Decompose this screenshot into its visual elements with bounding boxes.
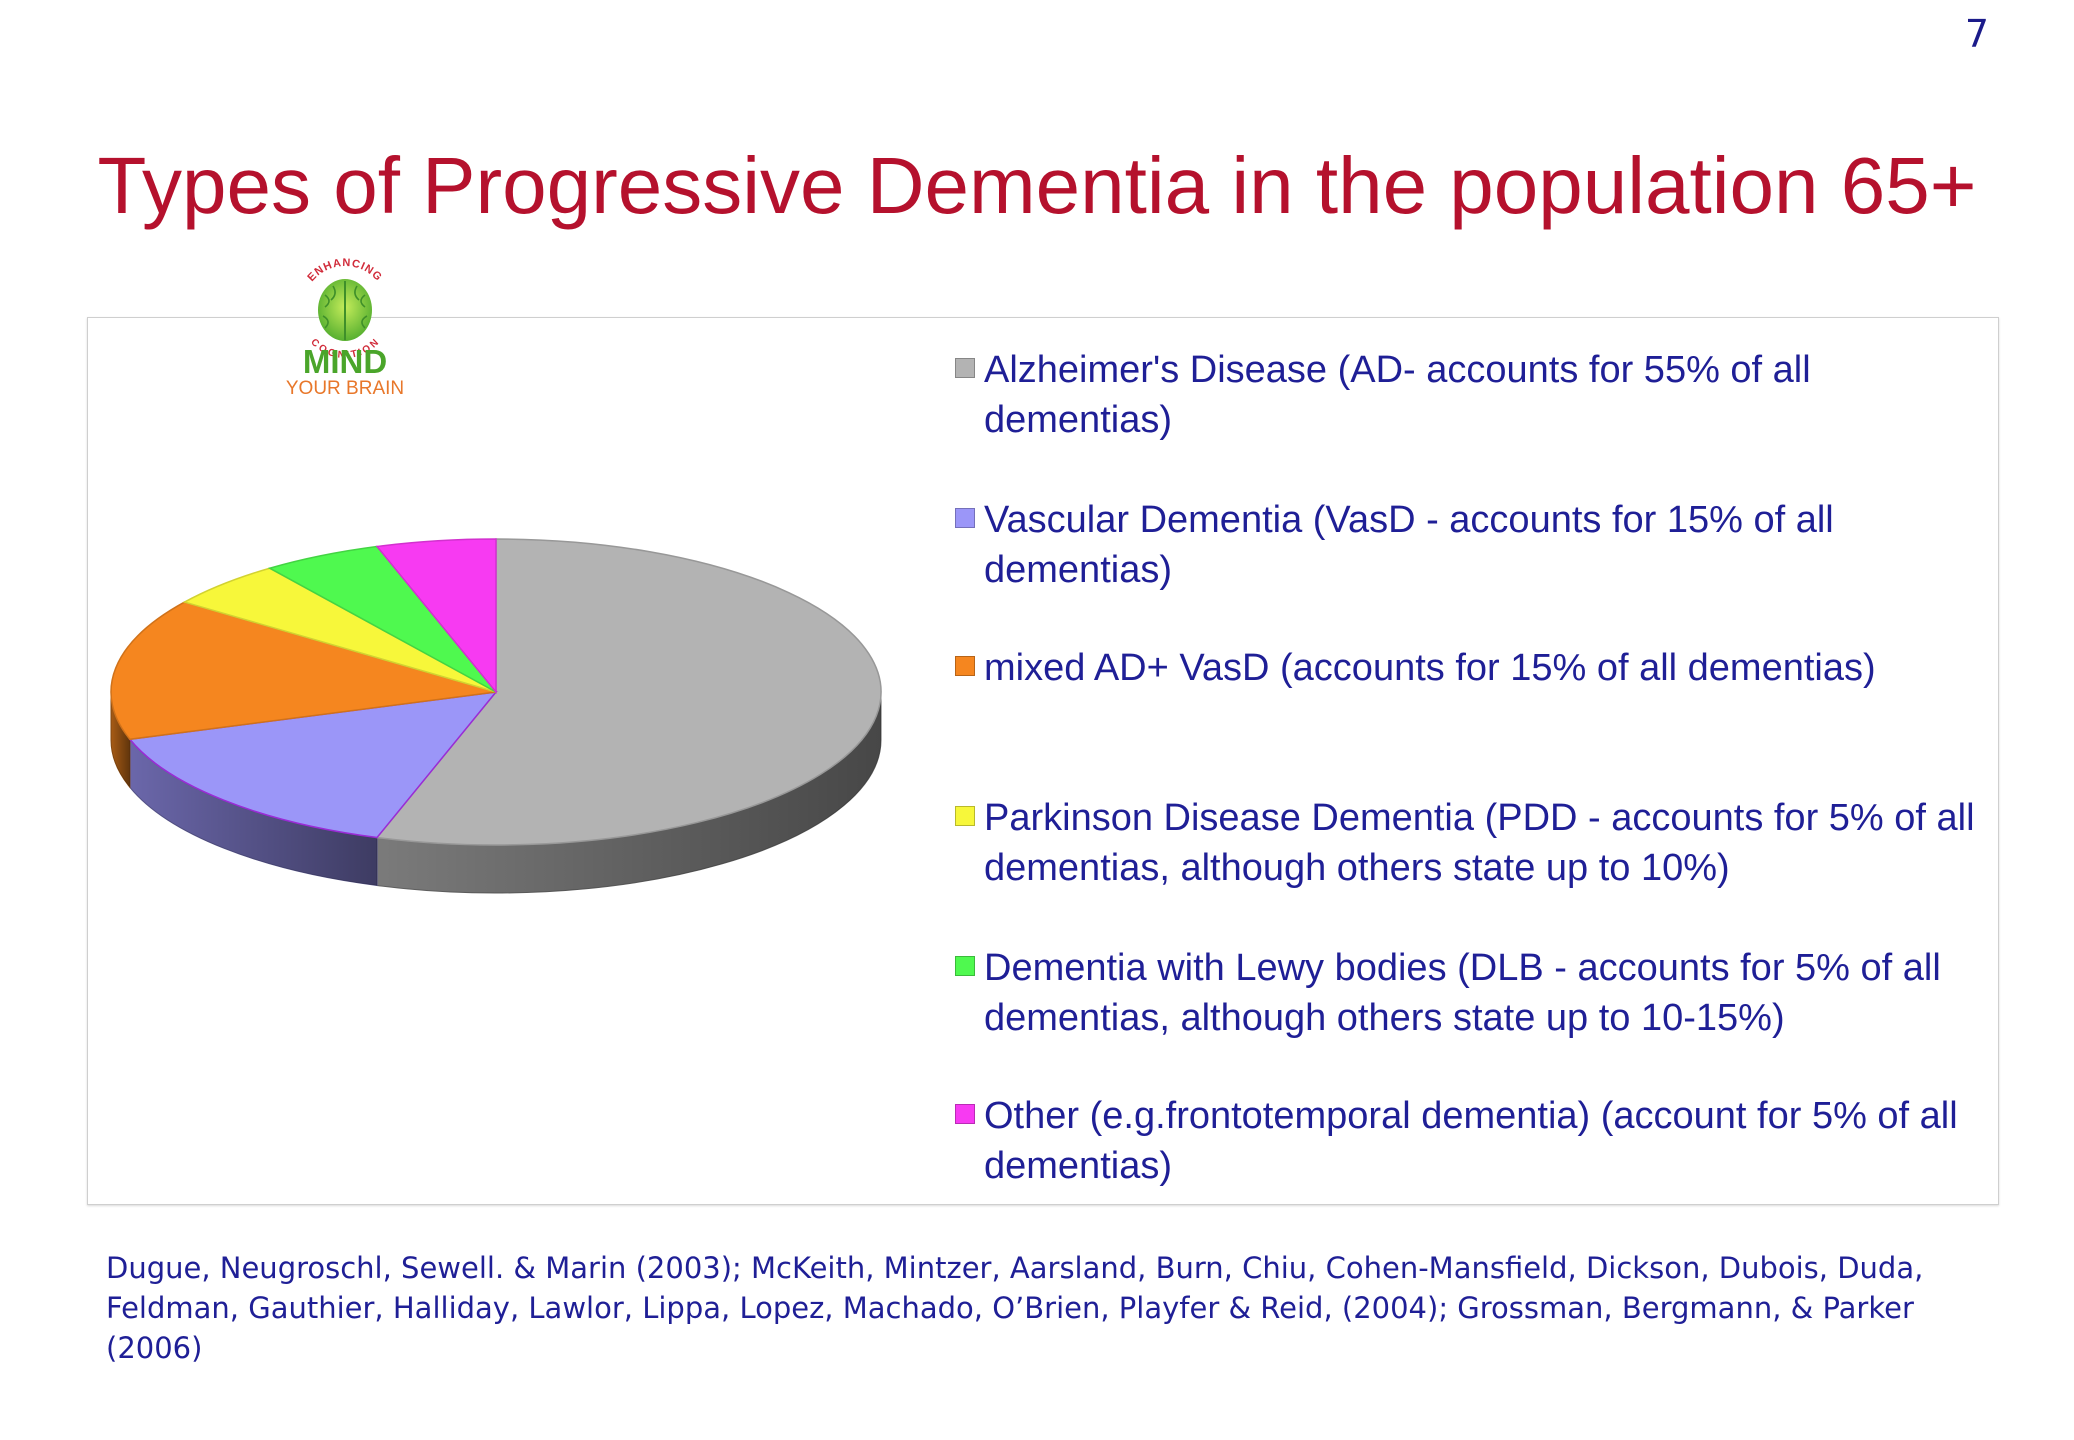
legend-item: Parkinson Disease Dementia (PDD - accoun…: [950, 793, 1990, 893]
chart-title: Types of Progressive Dementia in the pop…: [97, 140, 1977, 230]
legend-label: Alzheimer's Disease (AD- accounts for 55…: [984, 349, 1811, 441]
legend-label: mixed AD+ VasD (accounts for 15% of all …: [984, 647, 1876, 689]
legend-item: Dementia with Lewy bodies (DLB - account…: [950, 943, 1990, 1043]
logo-word-mind: MIND: [303, 343, 387, 380]
legend-swatch: [955, 806, 975, 826]
pie-chart: [110, 538, 882, 894]
pie-slice-side-shade: [129, 739, 378, 886]
legend-item: Other (e.g.frontotemporal dementia) (acc…: [950, 1091, 1990, 1191]
legend-label: Dementia with Lewy bodies (DLB - account…: [984, 947, 1941, 1039]
legend-item: mixed AD+ VasD (accounts for 15% of all …: [950, 643, 1990, 693]
legend-swatch: [955, 358, 975, 378]
pie-slice-side-shade: [377, 692, 881, 893]
pie-slice-side-shade: [111, 692, 130, 788]
logo-word-your-brain: YOUR BRAIN: [286, 378, 404, 399]
page-number: 7: [1964, 12, 1989, 56]
legend-swatch: [955, 1104, 975, 1124]
legend-label: Other (e.g.frontotemporal dementia) (acc…: [984, 1095, 1958, 1187]
legend-item: Vascular Dementia (VasD - accounts for 1…: [950, 495, 1990, 595]
legend-swatch: [955, 956, 975, 976]
pie-slice: [110, 601, 497, 741]
mind-your-brain-logo: ENHANCING COGNITION MIND YOUR BRAIN: [286, 257, 404, 399]
legend-swatch: [955, 656, 975, 676]
pie-slice: [375, 538, 497, 695]
legend-label: Vascular Dementia (VasD - accounts for 1…: [984, 499, 1834, 591]
brain-icon: [318, 279, 372, 341]
references: Dugue, Neugroschl, Sewell. & Marin (2003…: [106, 1251, 1924, 1365]
legend-item: Alzheimer's Disease (AD- accounts for 55…: [950, 345, 1990, 445]
pie-slice: [375, 538, 882, 846]
legend-label: Parkinson Disease Dementia (PDD - accoun…: [984, 797, 1975, 889]
legend-swatch: [955, 508, 975, 528]
pie-slice: [128, 691, 498, 839]
